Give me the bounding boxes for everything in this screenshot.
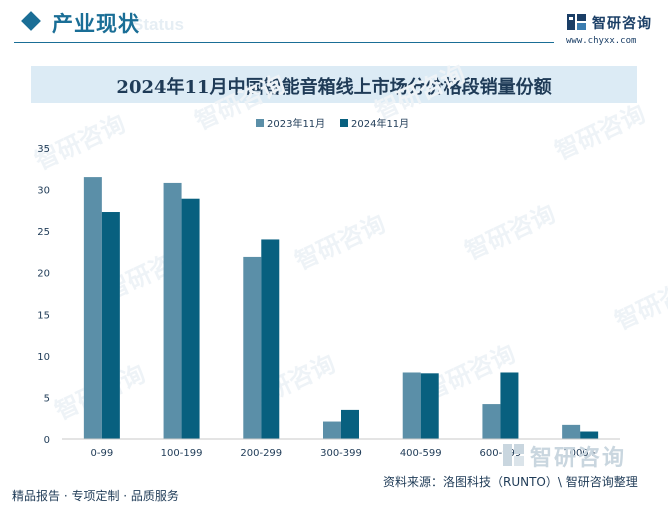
brand-logo-icon [567,14,586,30]
bar-0-4 [402,372,421,439]
watermark-text-0: 智研咨询 [31,109,130,175]
x-tick-label: 400-599 [400,448,442,459]
x-tick-label: 0-99 [91,448,114,459]
x-tick-label: 100-199 [161,448,203,459]
brand-url: www.chyxx.com [566,36,637,46]
watermark-text-7: 智研咨询 [611,269,668,335]
x-tick-label: 600-999 [480,448,522,459]
footer-slogan: 精品报告 · 专项定制 · 品质服务 [12,489,179,503]
bar-0-3 [323,421,341,439]
y-tick-label: 15 [37,310,50,321]
bar-1-6 [580,431,599,439]
y-tick-label: 0 [44,435,50,446]
legend-swatch-1 [340,119,348,127]
corner-watermark: 智研咨询 [502,440,662,471]
section-header: Status 产业现状 智研咨询 www.chyxx.com [0,0,668,50]
chart-title: 2024年11月中国智能音箱线上市场分价格段销量份额 [116,77,552,98]
x-axis: 0-99 100-199 200-299 300-399 400-599 600-999 1… [62,438,620,459]
watermark-text-6: 智研咨询 [461,199,560,265]
legend-label-1: 2024年11月 [351,117,409,130]
x-tick-label: 1000+ [563,448,597,459]
bar-1-3 [341,409,359,439]
legend-label-0: 2023年11月 [267,117,325,130]
bar-1-0 [101,212,120,439]
corner-watermark-text: 智研咨询 [530,446,627,471]
x-tick-label: 200-299 [240,448,282,459]
y-tick-label: 10 [37,352,50,363]
y-tick-label: 35 [37,144,50,155]
section-watermark: Status [132,15,184,34]
legend-swatch-0 [256,119,264,127]
bar-1-1 [181,198,200,439]
x-tick-label: 300-399 [320,448,362,459]
y-tick-label: 30 [37,186,50,197]
chart-title-band: 2024年11月中国智能音箱线上市场分价格段销量份额 [31,66,637,103]
brand: 智研咨询 www.chyxx.com [566,9,666,49]
bar-1-5 [500,372,519,439]
watermark-text-2: 智研咨询 [371,59,470,125]
y-axis: 0 5 10 15 20 25 30 35 [37,144,50,446]
y-tick-label: 20 [37,269,50,280]
brand-name: 智研咨询 [592,16,652,32]
watermark-text-3: 智研咨询 [551,99,650,165]
corner-logo-icon [503,444,524,466]
section-title: 产业现状 [52,12,140,36]
bar-0-5 [482,404,501,439]
bar-1-4 [420,373,439,439]
bar-0-0 [83,177,102,439]
bar-0-6 [562,424,581,439]
bars-layer [83,177,599,440]
bar-0-1 [163,182,182,440]
source-note: 资料来源：洛图科技（RUNTO）\ 智研咨询整理 [383,475,638,489]
bar-1-2 [261,239,280,439]
bar-0-2 [243,256,262,439]
watermark-text-5: 智研咨询 [291,209,390,275]
header-divider [14,42,554,43]
chart-legend: 2023年11月 2024年11月 [256,117,409,130]
y-tick-label: 25 [37,227,50,238]
y-tick-label: 5 [44,393,50,404]
